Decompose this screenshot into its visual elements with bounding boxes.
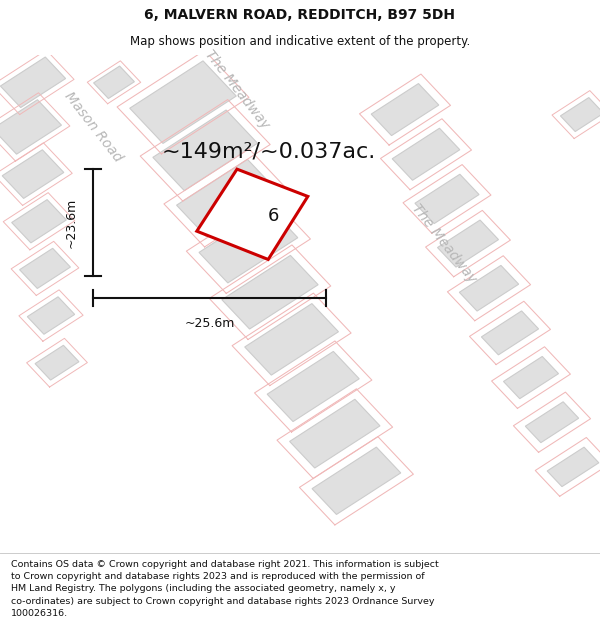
Polygon shape: [415, 174, 479, 224]
Polygon shape: [35, 345, 79, 380]
Polygon shape: [11, 199, 67, 243]
Polygon shape: [267, 351, 359, 422]
Polygon shape: [481, 311, 539, 355]
Polygon shape: [0, 100, 61, 154]
Polygon shape: [371, 84, 439, 136]
Polygon shape: [290, 399, 380, 468]
Polygon shape: [222, 256, 318, 329]
Polygon shape: [437, 220, 499, 267]
Polygon shape: [197, 169, 308, 259]
Polygon shape: [245, 304, 338, 375]
Text: The Meadway: The Meadway: [202, 48, 272, 132]
Polygon shape: [2, 150, 64, 198]
Polygon shape: [526, 402, 578, 442]
Polygon shape: [547, 447, 599, 487]
Polygon shape: [560, 98, 600, 131]
Text: 6: 6: [268, 208, 278, 225]
Text: Contains OS data © Crown copyright and database right 2021. This information is : Contains OS data © Crown copyright and d…: [11, 560, 439, 618]
Text: ~23.6m: ~23.6m: [65, 198, 78, 248]
Polygon shape: [20, 248, 70, 289]
Polygon shape: [460, 266, 518, 311]
Polygon shape: [392, 128, 460, 180]
Polygon shape: [199, 208, 298, 283]
Text: ~25.6m: ~25.6m: [184, 317, 235, 330]
Text: Map shows position and indicative extent of the property.: Map shows position and indicative extent…: [130, 35, 470, 48]
Polygon shape: [153, 110, 257, 191]
Text: The Meadway: The Meadway: [409, 201, 479, 286]
Text: 6, MALVERN ROAD, REDDITCH, B97 5DH: 6, MALVERN ROAD, REDDITCH, B97 5DH: [145, 8, 455, 22]
Polygon shape: [503, 356, 559, 399]
Text: Mason Road: Mason Road: [61, 89, 125, 164]
Polygon shape: [130, 61, 236, 143]
Polygon shape: [94, 66, 134, 99]
Polygon shape: [1, 57, 65, 108]
Polygon shape: [28, 297, 74, 334]
Text: ~149m²/~0.037ac.: ~149m²/~0.037ac.: [162, 142, 376, 162]
Polygon shape: [312, 447, 401, 514]
Polygon shape: [176, 159, 277, 236]
